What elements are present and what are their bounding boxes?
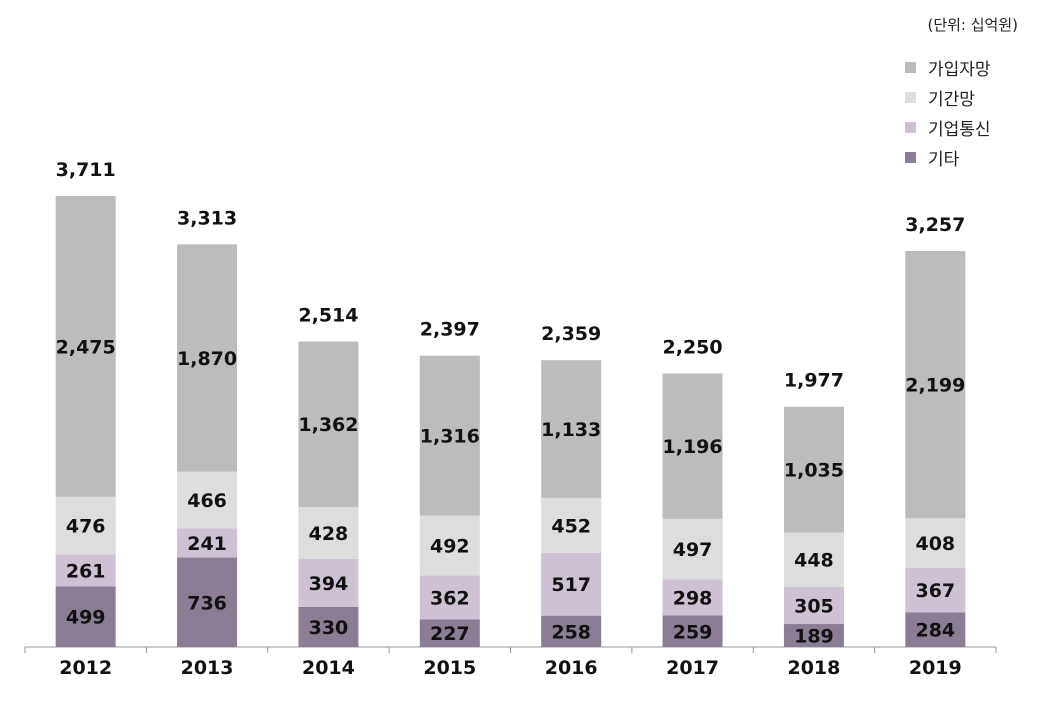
data-label: 367 (915, 580, 955, 602)
bar-segment (541, 497, 602, 553)
bar-segment (541, 615, 602, 647)
data-label: 330 (309, 617, 349, 639)
total-label: 3,711 (56, 159, 116, 181)
data-label: 1,870 (177, 348, 237, 370)
bar-segment (905, 567, 966, 613)
bar-segment (905, 612, 966, 647)
bar-segment (298, 606, 359, 647)
bar-segment (783, 532, 844, 587)
bar-segment (177, 528, 238, 558)
data-label: 476 (66, 516, 106, 538)
bar-segment (662, 518, 723, 580)
data-label: 492 (430, 536, 470, 558)
bar-segment (55, 196, 116, 497)
data-label: 517 (551, 574, 591, 596)
bar-segment (541, 552, 602, 616)
data-label: 2,199 (905, 375, 965, 397)
bar-segment (905, 251, 966, 519)
data-label: 261 (66, 560, 106, 582)
data-label: 298 (673, 587, 713, 609)
data-label: 1,316 (420, 426, 480, 448)
bar-segment (55, 586, 116, 647)
bar-segment (783, 624, 844, 647)
data-label: 499 (66, 607, 106, 629)
legend-item: 가입자망 (905, 52, 991, 82)
data-label: 258 (551, 621, 591, 643)
data-label: 259 (673, 621, 713, 643)
bar-segment (177, 244, 238, 472)
data-label: 452 (551, 515, 591, 537)
legend-item: 기간망 (905, 82, 991, 112)
bar-segment (419, 575, 480, 620)
bar-segment (419, 355, 480, 516)
legend-swatch (905, 151, 916, 163)
bar-segment (783, 586, 844, 625)
bar-segment (177, 471, 238, 529)
data-label: 241 (187, 533, 227, 555)
bar-segment (298, 559, 359, 607)
data-label: 227 (430, 623, 470, 645)
legend-label: 기타 (928, 149, 960, 170)
data-label: 305 (794, 595, 834, 617)
data-label: 466 (187, 490, 227, 512)
unit-label: (단위: 십억원) (927, 16, 1018, 34)
total-label: 2,514 (298, 304, 358, 326)
x-tick-label: 2014 (302, 657, 355, 679)
total-label: 3,257 (905, 214, 965, 236)
data-label: 284 (915, 620, 955, 642)
data-label: 362 (430, 587, 470, 609)
data-label: 1,196 (663, 436, 723, 458)
x-tick-label: 2016 (545, 657, 598, 679)
bar-segment (541, 360, 602, 498)
data-label: 1,035 (784, 460, 844, 482)
legend-label: 기업통신 (928, 119, 991, 140)
total-label: 2,397 (420, 319, 480, 341)
x-tick-label: 2019 (909, 657, 962, 679)
bar-segment (783, 406, 844, 533)
total-label: 1,977 (784, 370, 844, 392)
bar-segment (662, 579, 723, 616)
bar-segment (55, 554, 116, 587)
data-label: 736 (187, 592, 227, 614)
bar-segment (419, 515, 480, 576)
legend-item: 기타 (905, 142, 991, 172)
x-tick-label: 2018 (787, 657, 840, 679)
legend-label: 가입자망 (928, 59, 991, 80)
bar-segment (298, 506, 359, 560)
legend-swatch (905, 91, 916, 103)
total-label: 2,250 (663, 337, 723, 359)
bar-segment (55, 496, 116, 555)
data-label: 1,133 (541, 419, 601, 441)
legend-swatch (905, 61, 916, 73)
legend-item: 기업통신 (905, 112, 991, 142)
bar-segment (177, 557, 238, 647)
x-tick-label: 2017 (666, 657, 719, 679)
bar-segment (662, 373, 723, 519)
data-label: 189 (794, 626, 834, 648)
total-label: 2,359 (541, 323, 601, 345)
legend-swatch (905, 121, 916, 133)
x-tick-label: 2015 (423, 657, 476, 679)
total-label: 3,313 (177, 207, 237, 229)
data-label: 448 (794, 550, 834, 572)
data-label: 394 (309, 573, 349, 595)
data-label: 497 (673, 539, 713, 561)
bar-segment (662, 615, 723, 647)
bar-segment (298, 341, 359, 507)
data-label: 2,475 (56, 336, 116, 358)
bar-segment (905, 518, 966, 568)
legend-label: 기간망 (928, 89, 975, 110)
data-label: 428 (309, 523, 349, 545)
x-tick-label: 2013 (181, 657, 234, 679)
data-label: 408 (915, 533, 955, 555)
bar-segment (419, 619, 480, 647)
data-label: 1,362 (298, 414, 358, 436)
x-tick-label: 2012 (59, 657, 112, 679)
